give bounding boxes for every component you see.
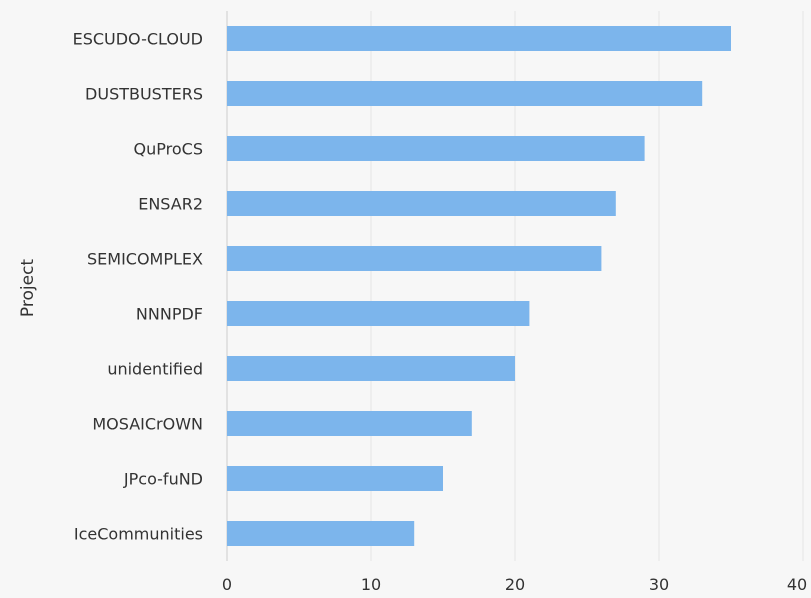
category-label: IceCommunities [74, 525, 203, 544]
x-tick-label: 20 [505, 575, 525, 594]
category-label: unidentified [107, 360, 203, 379]
category-label: ESCUDO-CLOUD [73, 30, 203, 49]
bar-unidentified [227, 356, 515, 381]
category-label: ENSAR2 [138, 195, 203, 214]
bar-ensar2 [227, 191, 616, 216]
category-label: NNNPDF [136, 305, 203, 324]
y-axis-title: Project [18, 259, 38, 317]
bar-icecommunities [227, 521, 415, 546]
x-tick-labels: 0 10 20 30 40 [222, 575, 807, 594]
category-label: QuProCS [134, 140, 203, 159]
category-label: MOSAICrOWN [92, 415, 203, 434]
bar-semicomplex [227, 246, 602, 271]
bar-quprocs [227, 136, 645, 161]
category-label: DUSTBUSTERS [85, 85, 203, 104]
x-tick-label: 30 [649, 575, 669, 594]
bar-mosaicrown [227, 411, 472, 436]
bar-jpco-fund [227, 466, 443, 491]
category-labels: ESCUDO-CLOUD DUSTBUSTERS QuProCS ENSAR2 SEMI… [73, 30, 203, 544]
bar-nnnpdf [227, 301, 530, 326]
bar-layer [227, 26, 731, 546]
category-label: SEMICOMPLEX [87, 250, 203, 269]
bar-dustbusters [227, 81, 703, 106]
x-tick-label: 40 [787, 575, 807, 594]
category-label: JPco-fuND [123, 470, 203, 489]
x-tick-label: 10 [361, 575, 381, 594]
bar-escudo-cloud [227, 26, 731, 51]
x-tick-label: 0 [222, 575, 232, 594]
